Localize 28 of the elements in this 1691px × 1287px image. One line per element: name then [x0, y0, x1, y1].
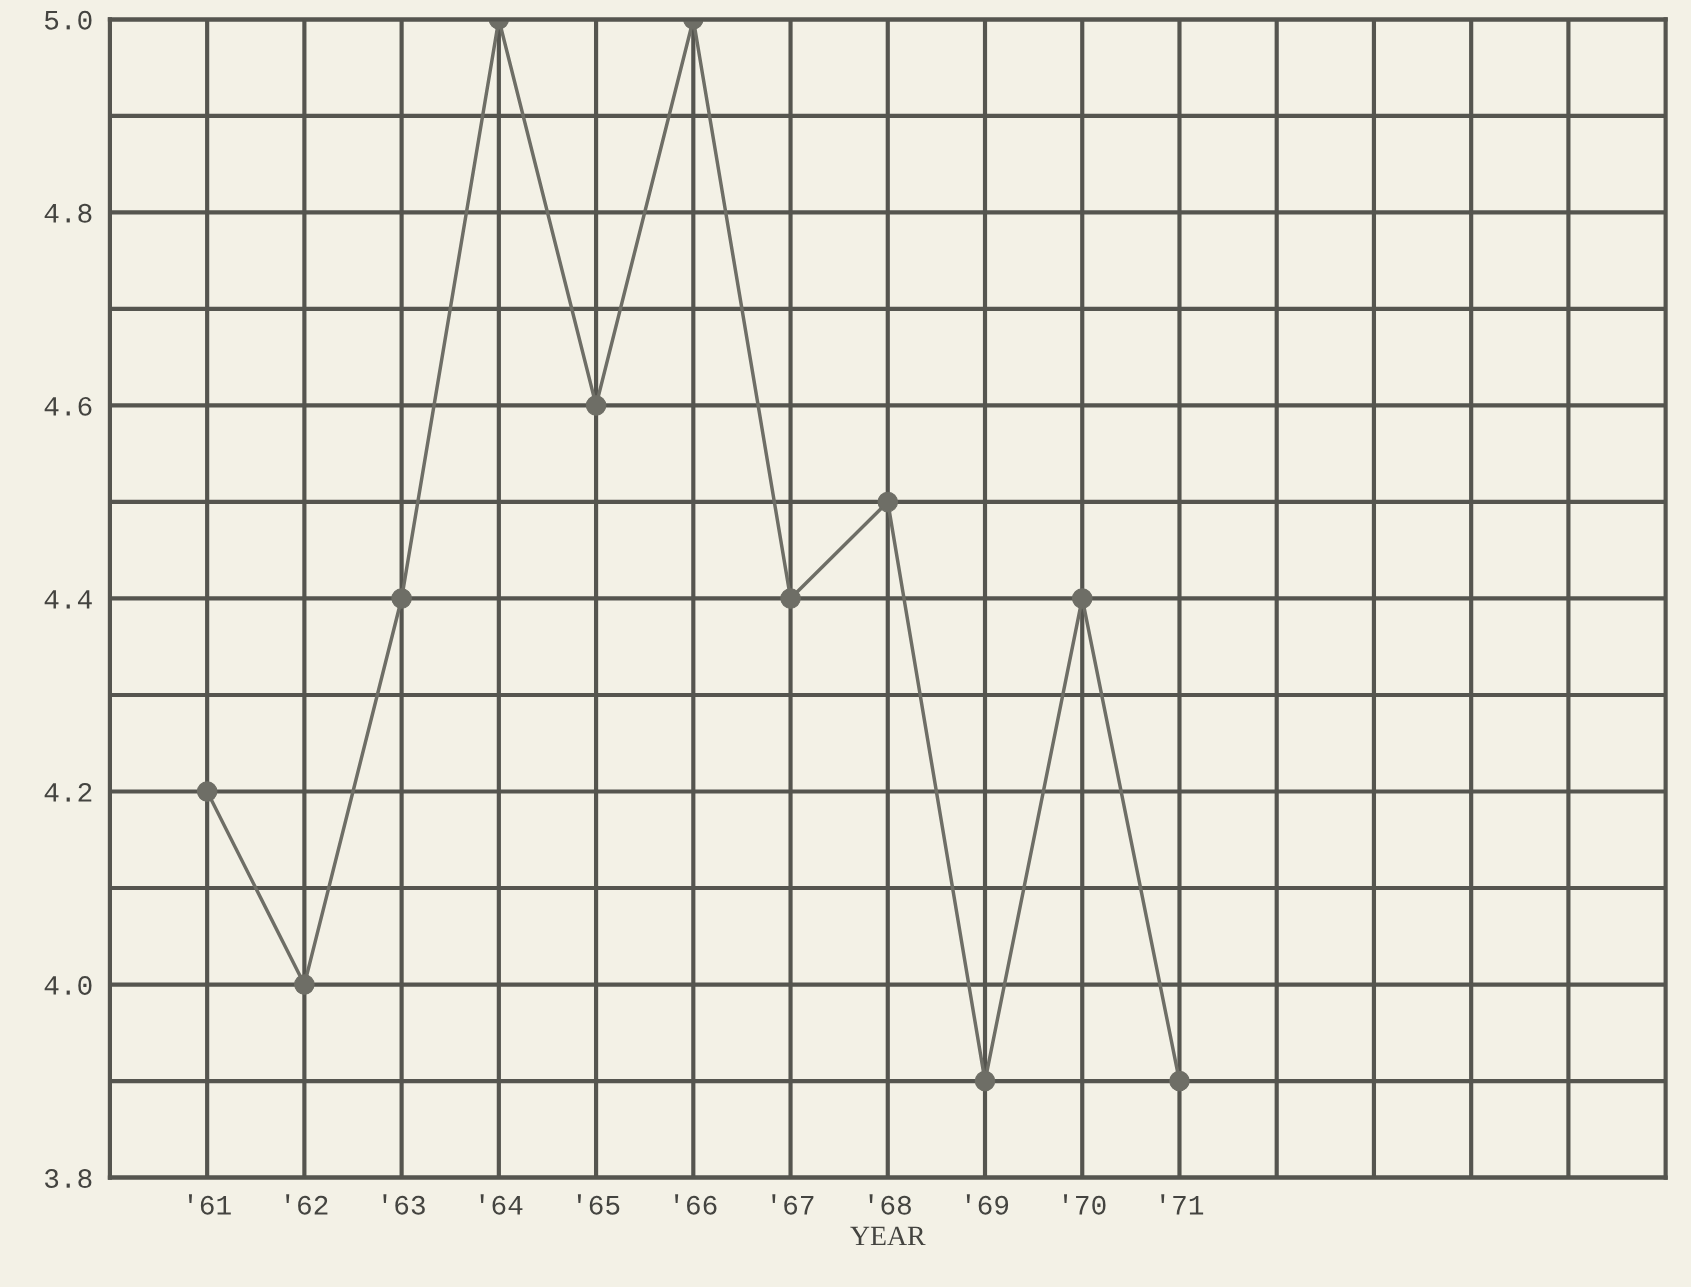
- x-tick-label: '64: [480, 1194, 523, 1215]
- x-tick-label: '62: [286, 1194, 328, 1215]
- point: [585, 395, 607, 416]
- x-tick-label: '68: [869, 1194, 911, 1215]
- x-tick-label: '61: [188, 1194, 231, 1215]
- y-tick-label: 4.8: [44, 203, 92, 223]
- x-tick-label: '71: [1161, 1194, 1204, 1215]
- x-tick-label: '69: [966, 1194, 1009, 1215]
- x-tick-label: '67: [772, 1194, 814, 1215]
- x-axis-title: YEAR: [850, 1226, 926, 1245]
- y-tick-label: 4.6: [44, 396, 92, 416]
- x-tick-label: '70: [1064, 1194, 1106, 1215]
- y-tick-label: 4.0: [44, 976, 92, 995]
- point: [391, 588, 412, 609]
- point: [294, 974, 315, 995]
- point: [877, 491, 899, 513]
- point: [196, 781, 218, 802]
- y-tick-label: 5.0: [44, 10, 92, 30]
- point: [1072, 588, 1093, 609]
- point: [974, 1070, 996, 1092]
- y-tick-label: 3.8: [44, 1169, 92, 1188]
- x-tick-label: '63: [383, 1194, 425, 1215]
- y-tick-label: 4.2: [44, 782, 92, 802]
- x-tick-label: '65: [577, 1194, 620, 1215]
- x-tick-label: '66: [675, 1194, 717, 1215]
- point: [780, 588, 801, 609]
- y-tick-label: 4.4: [44, 590, 92, 609]
- point: [1169, 1070, 1190, 1092]
